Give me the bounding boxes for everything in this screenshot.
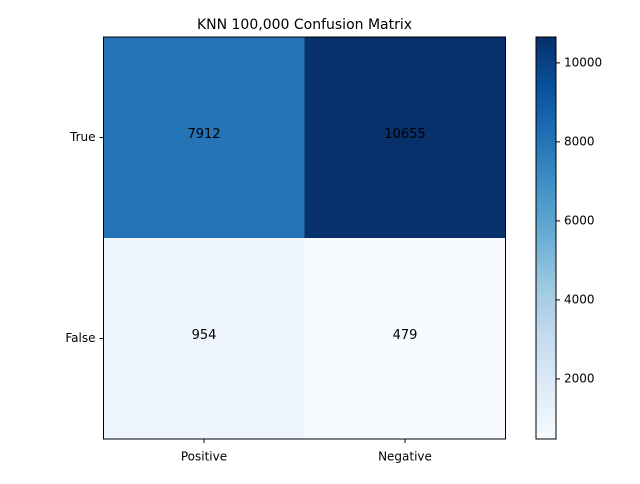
y-axis: True False [65, 130, 104, 345]
chart-title: KNN 100,000 Confusion Matrix [197, 17, 412, 33]
colorbar [535, 36, 557, 440]
colorbar-axis: 2000 4000 6000 8000 10000 [556, 55, 602, 385]
colorbar-tick-label: 10000 [564, 55, 602, 69]
heatmap-cell [304, 238, 506, 439]
heatmap-cell [103, 37, 305, 238]
colorbar-tick-label: 2000 [564, 371, 595, 385]
cell-value-label: 479 [393, 328, 418, 343]
heatmap-cells [103, 37, 506, 439]
plot-frame [103, 36, 506, 440]
cell-value-label: 954 [192, 328, 217, 343]
x-axis: Positive Negative [181, 439, 432, 464]
x-tick-label: Negative [378, 450, 432, 464]
y-tick-label: True [69, 130, 96, 144]
y-tick-label: False [65, 331, 95, 345]
heatmap-cell [103, 238, 305, 439]
colorbar-tick-label: 6000 [564, 213, 595, 227]
cell-value-label: 7912 [187, 127, 220, 142]
colorbar-tick-label: 4000 [564, 292, 595, 306]
colorbar-tick-label: 8000 [564, 134, 595, 148]
cell-value-label: 10655 [384, 127, 425, 142]
heatmap-cell-labels: 7912 10655 954 479 [187, 127, 425, 343]
heatmap-cell [304, 37, 506, 238]
x-tick-label: Positive [181, 450, 227, 464]
